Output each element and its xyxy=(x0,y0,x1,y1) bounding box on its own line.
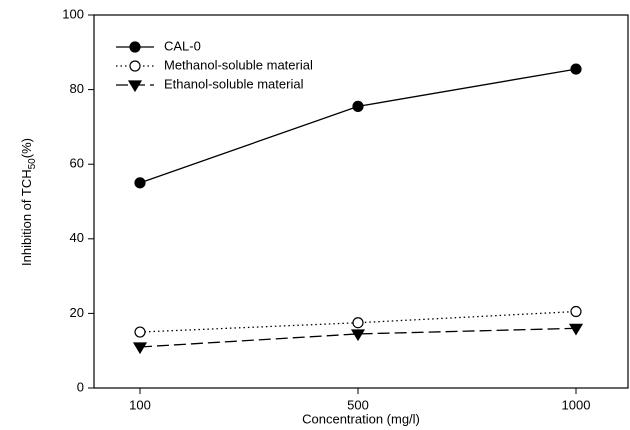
point xyxy=(350,329,366,342)
x-tick-label: 500 xyxy=(347,397,369,412)
y-tick-label: 100 xyxy=(62,6,84,21)
y-axis-label: Inhibition of TCH50(%) xyxy=(19,138,37,266)
point xyxy=(134,177,146,189)
point xyxy=(570,305,582,318)
point xyxy=(568,323,584,336)
y-tick-label: 80 xyxy=(70,81,84,96)
y-tick-label: 60 xyxy=(70,156,84,171)
x-axis-label: Concentration (mg/l) xyxy=(302,411,420,426)
y-label-subscript: 50 xyxy=(27,158,38,170)
legend-label: Methanol-soluble material xyxy=(164,57,313,72)
y-tick-label: 20 xyxy=(70,305,84,320)
legend-label: Ethanol-soluble material xyxy=(164,76,304,91)
point xyxy=(132,342,148,355)
y-label-suffix: (%) xyxy=(19,138,34,158)
y-tick-label: 40 xyxy=(70,230,84,245)
series-line xyxy=(139,310,577,333)
y-label-text: Inhibition of TCH xyxy=(19,169,34,266)
point xyxy=(352,317,364,329)
point xyxy=(134,326,146,338)
y-tick-label: 0 xyxy=(77,379,84,394)
legend-marker xyxy=(127,80,143,93)
series-line xyxy=(139,327,577,348)
plot-frame xyxy=(93,14,629,389)
point xyxy=(352,100,364,112)
x-tick-label: 100 xyxy=(129,397,151,412)
x-tick-label: 1000 xyxy=(562,397,591,412)
legend-marker xyxy=(129,41,141,53)
point xyxy=(570,63,582,75)
legend-marker xyxy=(129,60,141,72)
legend-label: CAL-0 xyxy=(164,38,201,53)
